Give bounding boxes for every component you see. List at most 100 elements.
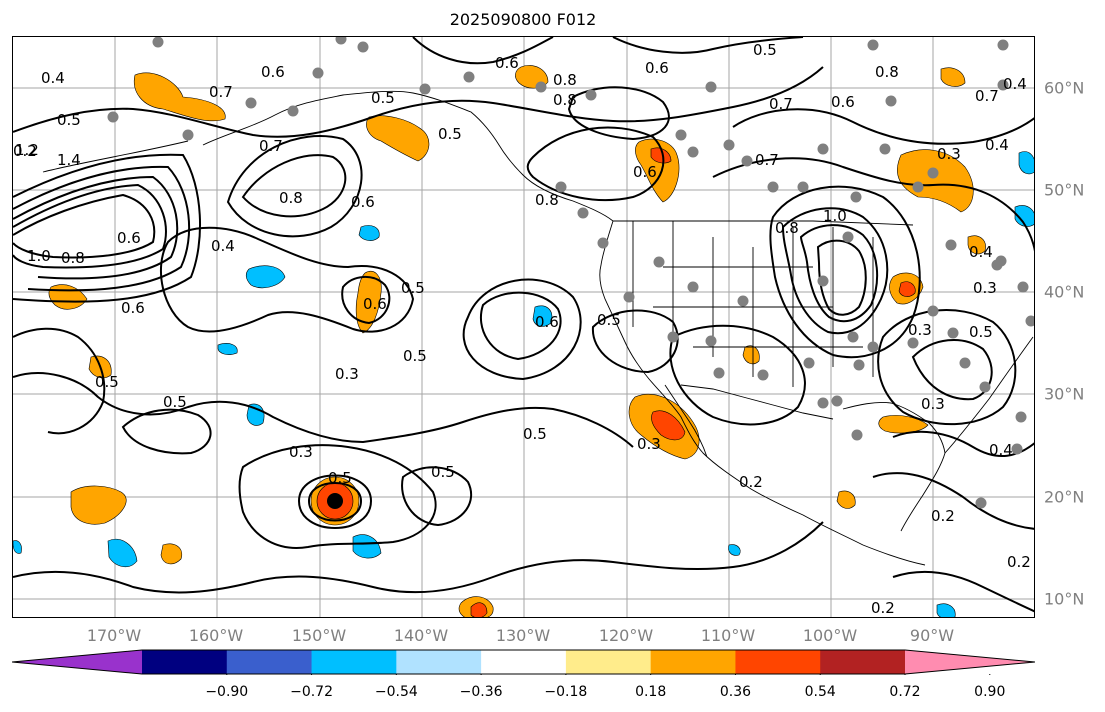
negative-fill-region [936, 603, 956, 617]
contour-line [612, 37, 804, 54]
negative-fill-region [1018, 151, 1034, 175]
colorbar [12, 649, 1035, 675]
latitude-label: 10°N [1044, 589, 1085, 609]
station-marker [705, 81, 717, 93]
contour-line [238, 444, 437, 549]
contour-label: 0.5 [438, 125, 462, 143]
station-marker [927, 167, 939, 179]
contour-label: 1.0 [27, 247, 51, 265]
positive-fill-region [897, 149, 974, 213]
station-marker [757, 369, 769, 381]
station-marker [182, 129, 194, 141]
positive-fill-region [133, 72, 226, 122]
station-marker [885, 95, 897, 107]
contour-label: 0.4 [211, 237, 235, 255]
station-marker [991, 259, 1003, 271]
contour-line [526, 126, 665, 202]
us-mexico-border [680, 384, 834, 420]
contour-label: 0.6 [495, 54, 519, 72]
positive-fill-region [836, 490, 856, 509]
colorbar-segment [481, 650, 567, 674]
longitude-label: 160°W [188, 626, 244, 645]
positive-fill-region [48, 284, 88, 310]
contour-label: 0.5 [523, 425, 547, 443]
gulf-coast [842, 402, 946, 532]
contour-line [799, 224, 879, 323]
colorbar-tick-label: −0.18 [544, 684, 588, 700]
contour-label: 0.8 [875, 63, 899, 81]
station-marker [723, 139, 735, 151]
station-marker [1025, 315, 1034, 327]
contour-label: 0.8 [61, 249, 85, 267]
colorbar-outline [12, 649, 1035, 675]
station-marker [867, 341, 879, 353]
colorbar-segment [396, 650, 482, 674]
contour-line [732, 108, 1034, 145]
strong-positive-region [470, 602, 488, 617]
contour-line [13, 521, 824, 594]
longitude-label: 140°W [393, 626, 449, 645]
contour-line [13, 153, 202, 303]
station-markers [107, 37, 1034, 509]
contour-line [341, 276, 391, 325]
contour-label: 1.2 [15, 141, 39, 159]
contour-line [13, 183, 167, 269]
map-title: 2025090800 F012 [449, 10, 597, 29]
positive-fill-region [742, 345, 760, 365]
station-marker [997, 39, 1009, 51]
contour-label: 0.4 [41, 69, 65, 87]
contour-line [877, 309, 1017, 426]
station-marker [1011, 443, 1023, 455]
contour-label: 0.8 [535, 191, 559, 209]
contour-line [13, 372, 634, 448]
contour-label-group: 0.4 0.5 0.7 0.8 0.5 0.6 0.5 0.5 0.8 0.6 … [13, 41, 1031, 617]
colorbar-segment [142, 650, 228, 674]
station-marker [287, 105, 299, 117]
colorbar-segments [12, 649, 1035, 675]
colorbar-segment [311, 650, 397, 674]
colorbar-tick-label: −0.54 [374, 684, 418, 700]
station-marker [653, 256, 665, 268]
longitude-label: 150°W [291, 626, 347, 645]
station-marker [675, 129, 687, 141]
station-marker [842, 231, 854, 243]
station-marker [741, 155, 753, 167]
station-marker [767, 181, 779, 193]
contour-line [13, 66, 824, 138]
contour-label: 0.5 [431, 463, 455, 481]
contour-line [121, 408, 212, 455]
contour-label: 1.4 [57, 151, 81, 169]
station-marker [945, 239, 957, 251]
contour-label: 0.6 [117, 229, 141, 247]
station-marker [847, 331, 859, 343]
colorbar-segment [226, 650, 313, 674]
map-svg: 0.4 0.5 0.7 0.8 0.5 0.6 0.5 0.5 0.8 0.6 … [13, 37, 1034, 617]
contour-line [911, 339, 993, 401]
contour-line [307, 482, 363, 522]
station-marker [850, 191, 862, 203]
colorbar-tick-label: 0.72 [889, 684, 921, 700]
contour-label: 0.5 [163, 393, 187, 411]
station-marker [831, 395, 843, 407]
negative-fill-region [1014, 205, 1034, 227]
contour-label: 0.5 [95, 373, 119, 391]
colorbar-tick-label: 0.36 [719, 684, 752, 700]
longitude-label: 100°W [802, 626, 858, 645]
contour-label: 0.3 [289, 443, 313, 461]
station-marker [623, 291, 635, 303]
contour-label: 0.2 [13, 142, 37, 160]
latitude-label: 50°N [1044, 180, 1085, 200]
contour-label: 0.3 [637, 435, 661, 453]
station-marker [737, 295, 749, 307]
contour-label: 0.3 [908, 321, 932, 339]
contour-label: 0.2 [871, 599, 895, 617]
latitude-label: 40°N [1044, 282, 1085, 302]
contour-line [769, 185, 921, 359]
positive-fill-region [70, 485, 127, 525]
contour-label: 0.6 [121, 299, 145, 317]
station-marker [555, 181, 567, 193]
contour-label: 1.0 [823, 207, 847, 225]
positive-fill-region [366, 115, 430, 162]
station-marker [357, 41, 369, 53]
station-marker [797, 181, 809, 193]
